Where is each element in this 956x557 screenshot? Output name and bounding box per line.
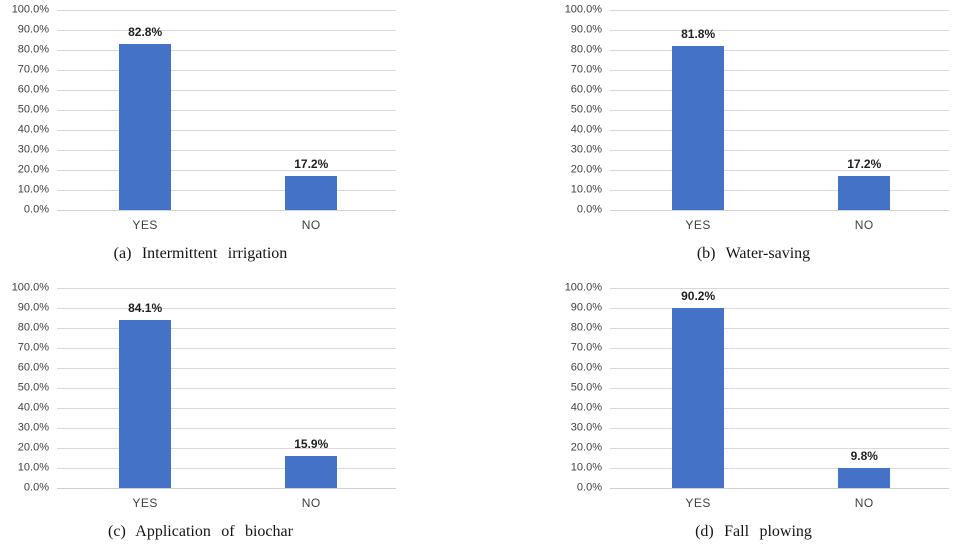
y-tick: 10.0% (570, 183, 602, 196)
y-tick: 50.0% (17, 381, 49, 394)
y-tick: 70.0% (570, 341, 602, 354)
value-label-yes: 84.1% (128, 300, 163, 315)
y-tick: 60.0% (17, 83, 49, 96)
bar-no (838, 175, 891, 210)
y-axis: 100.0% 90.0% 80.0% 70.0% 60.0% 50.0% 40.… (558, 4, 610, 216)
value-label-no: 17.2% (847, 156, 882, 171)
x-label-yes: YES (132, 218, 158, 232)
bar-yes (119, 44, 172, 210)
y-tick: 50.0% (570, 103, 602, 116)
y-tick: 30.0% (17, 421, 49, 434)
x-label-no: NO (301, 496, 321, 510)
y-tick: 90.0% (570, 23, 602, 36)
y-tick: 50.0% (17, 103, 49, 116)
chart-caption-b: (b) Water-saving (696, 245, 811, 262)
y-tick: 100.0% (11, 281, 49, 294)
bar-yes (119, 319, 172, 488)
x-label-no: NO (301, 218, 321, 232)
chart-panel-a: 100.0% 90.0% 80.0% 70.0% 60.0% 50.0% 40.… (0, 0, 478, 278)
y-tick: 10.0% (17, 461, 49, 474)
x-label-no: NO (854, 496, 874, 510)
chart-caption-a: (a) Intermittent irrigation (113, 245, 288, 262)
y-tick: 80.0% (17, 321, 49, 334)
y-tick: 90.0% (17, 23, 49, 36)
chart-panel-b: 100.0% 90.0% 80.0% 70.0% 60.0% 50.0% 40.… (478, 0, 956, 278)
bar-yes (672, 307, 725, 488)
y-tick: 70.0% (17, 63, 49, 76)
y-tick: 10.0% (17, 183, 49, 196)
y-tick: 80.0% (570, 321, 602, 334)
plot-area: 84.1% 15.9% (57, 288, 396, 489)
value-label-no: 17.2% (294, 156, 329, 171)
y-tick: 0.0% (576, 203, 602, 216)
y-tick: 10.0% (570, 461, 602, 474)
y-tick: 70.0% (17, 341, 49, 354)
y-tick: 20.0% (17, 163, 49, 176)
y-tick: 30.0% (570, 421, 602, 434)
x-axis-labels: YES NO (610, 489, 949, 515)
chart-caption-c: (c) Application of biochar (108, 523, 293, 540)
y-tick: 30.0% (570, 143, 602, 156)
x-label-no: NO (854, 218, 874, 232)
y-tick: 40.0% (17, 401, 49, 414)
value-label-yes: 90.2% (681, 288, 716, 303)
bar-no (285, 175, 338, 210)
value-label-yes: 81.8% (681, 27, 716, 42)
y-axis: 100.0% 90.0% 80.0% 70.0% 60.0% 50.0% 40.… (5, 282, 57, 494)
y-tick: 90.0% (17, 301, 49, 314)
y-tick: 90.0% (570, 301, 602, 314)
y-tick: 70.0% (570, 63, 602, 76)
x-axis-labels: YES NO (57, 489, 396, 515)
y-tick: 20.0% (17, 441, 49, 454)
y-tick: 20.0% (570, 163, 602, 176)
y-tick: 100.0% (564, 281, 602, 294)
y-tick: 40.0% (17, 123, 49, 136)
x-label-yes: YES (685, 218, 711, 232)
plot-area: 81.8% 17.2% (610, 10, 949, 211)
bar-chart-a: 100.0% 90.0% 80.0% 70.0% 60.0% 50.0% 40.… (5, 4, 396, 216)
y-axis: 100.0% 90.0% 80.0% 70.0% 60.0% 50.0% 40.… (5, 4, 57, 216)
y-tick: 50.0% (570, 381, 602, 394)
plot-area: 90.2% 9.8% (610, 288, 949, 489)
chart-panel-c: 100.0% 90.0% 80.0% 70.0% 60.0% 50.0% 40.… (0, 278, 478, 557)
bar-no (838, 468, 891, 488)
y-tick: 0.0% (23, 481, 49, 494)
y-tick: 100.0% (564, 3, 602, 16)
x-label-yes: YES (685, 496, 711, 510)
plot-area: 82.8% 17.2% (57, 10, 396, 211)
bar-chart-c: 100.0% 90.0% 80.0% 70.0% 60.0% 50.0% 40.… (5, 282, 396, 494)
x-axis-labels: YES NO (57, 211, 396, 237)
y-axis: 100.0% 90.0% 80.0% 70.0% 60.0% 50.0% 40.… (558, 282, 610, 494)
x-axis-labels: YES NO (610, 211, 949, 237)
y-tick: 0.0% (576, 481, 602, 494)
y-tick: 60.0% (17, 361, 49, 374)
x-label-yes: YES (132, 496, 158, 510)
value-label-yes: 82.8% (128, 25, 163, 40)
y-tick: 100.0% (11, 3, 49, 16)
value-label-no: 9.8% (850, 449, 878, 464)
y-tick: 30.0% (17, 143, 49, 156)
y-tick: 60.0% (570, 361, 602, 374)
chart-caption-d: (d) Fall plowing (695, 523, 812, 540)
y-tick: 40.0% (570, 123, 602, 136)
y-tick: 40.0% (570, 401, 602, 414)
chart-panel-d: 100.0% 90.0% 80.0% 70.0% 60.0% 50.0% 40.… (478, 278, 956, 557)
bar-no (285, 456, 338, 488)
value-label-no: 15.9% (294, 437, 329, 452)
y-tick: 80.0% (17, 43, 49, 56)
y-tick: 20.0% (570, 441, 602, 454)
bar-chart-d: 100.0% 90.0% 80.0% 70.0% 60.0% 50.0% 40.… (558, 282, 949, 494)
y-tick: 80.0% (570, 43, 602, 56)
bar-chart-b: 100.0% 90.0% 80.0% 70.0% 60.0% 50.0% 40.… (558, 4, 949, 216)
y-tick: 60.0% (570, 83, 602, 96)
bar-yes (672, 46, 725, 210)
y-tick: 0.0% (23, 203, 49, 216)
